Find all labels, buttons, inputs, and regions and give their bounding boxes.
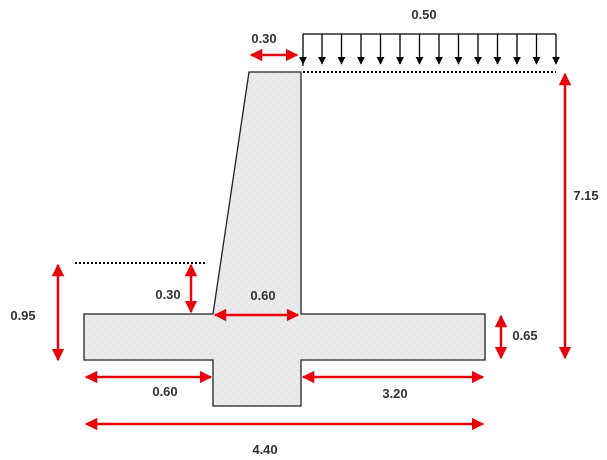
wall-height-label: 7.15 bbox=[573, 188, 598, 203]
total-base-label: 4.40 bbox=[252, 442, 277, 457]
surcharge-load bbox=[299, 33, 560, 73]
total-front-height-label: 0.95 bbox=[10, 308, 35, 323]
retaining-wall-body bbox=[83, 71, 486, 407]
toe-length-label: 0.60 bbox=[152, 384, 177, 399]
surcharge-load-arrows bbox=[299, 34, 560, 65]
heel-length-label: 3.20 bbox=[382, 386, 407, 401]
stem-base-label: 0.60 bbox=[250, 288, 275, 303]
base-thickness-label: 0.65 bbox=[512, 328, 537, 343]
dimension-lines bbox=[51, 48, 572, 431]
surcharge-label: 0.50 bbox=[411, 7, 436, 22]
dimension-labels: 0.50 0.30 7.15 0.30 0.95 0.60 0.65 0.60 … bbox=[10, 7, 598, 457]
wall-section bbox=[83, 71, 486, 407]
wall-top-label: 0.30 bbox=[251, 31, 276, 46]
front-fill-depth-label: 0.30 bbox=[155, 287, 180, 302]
